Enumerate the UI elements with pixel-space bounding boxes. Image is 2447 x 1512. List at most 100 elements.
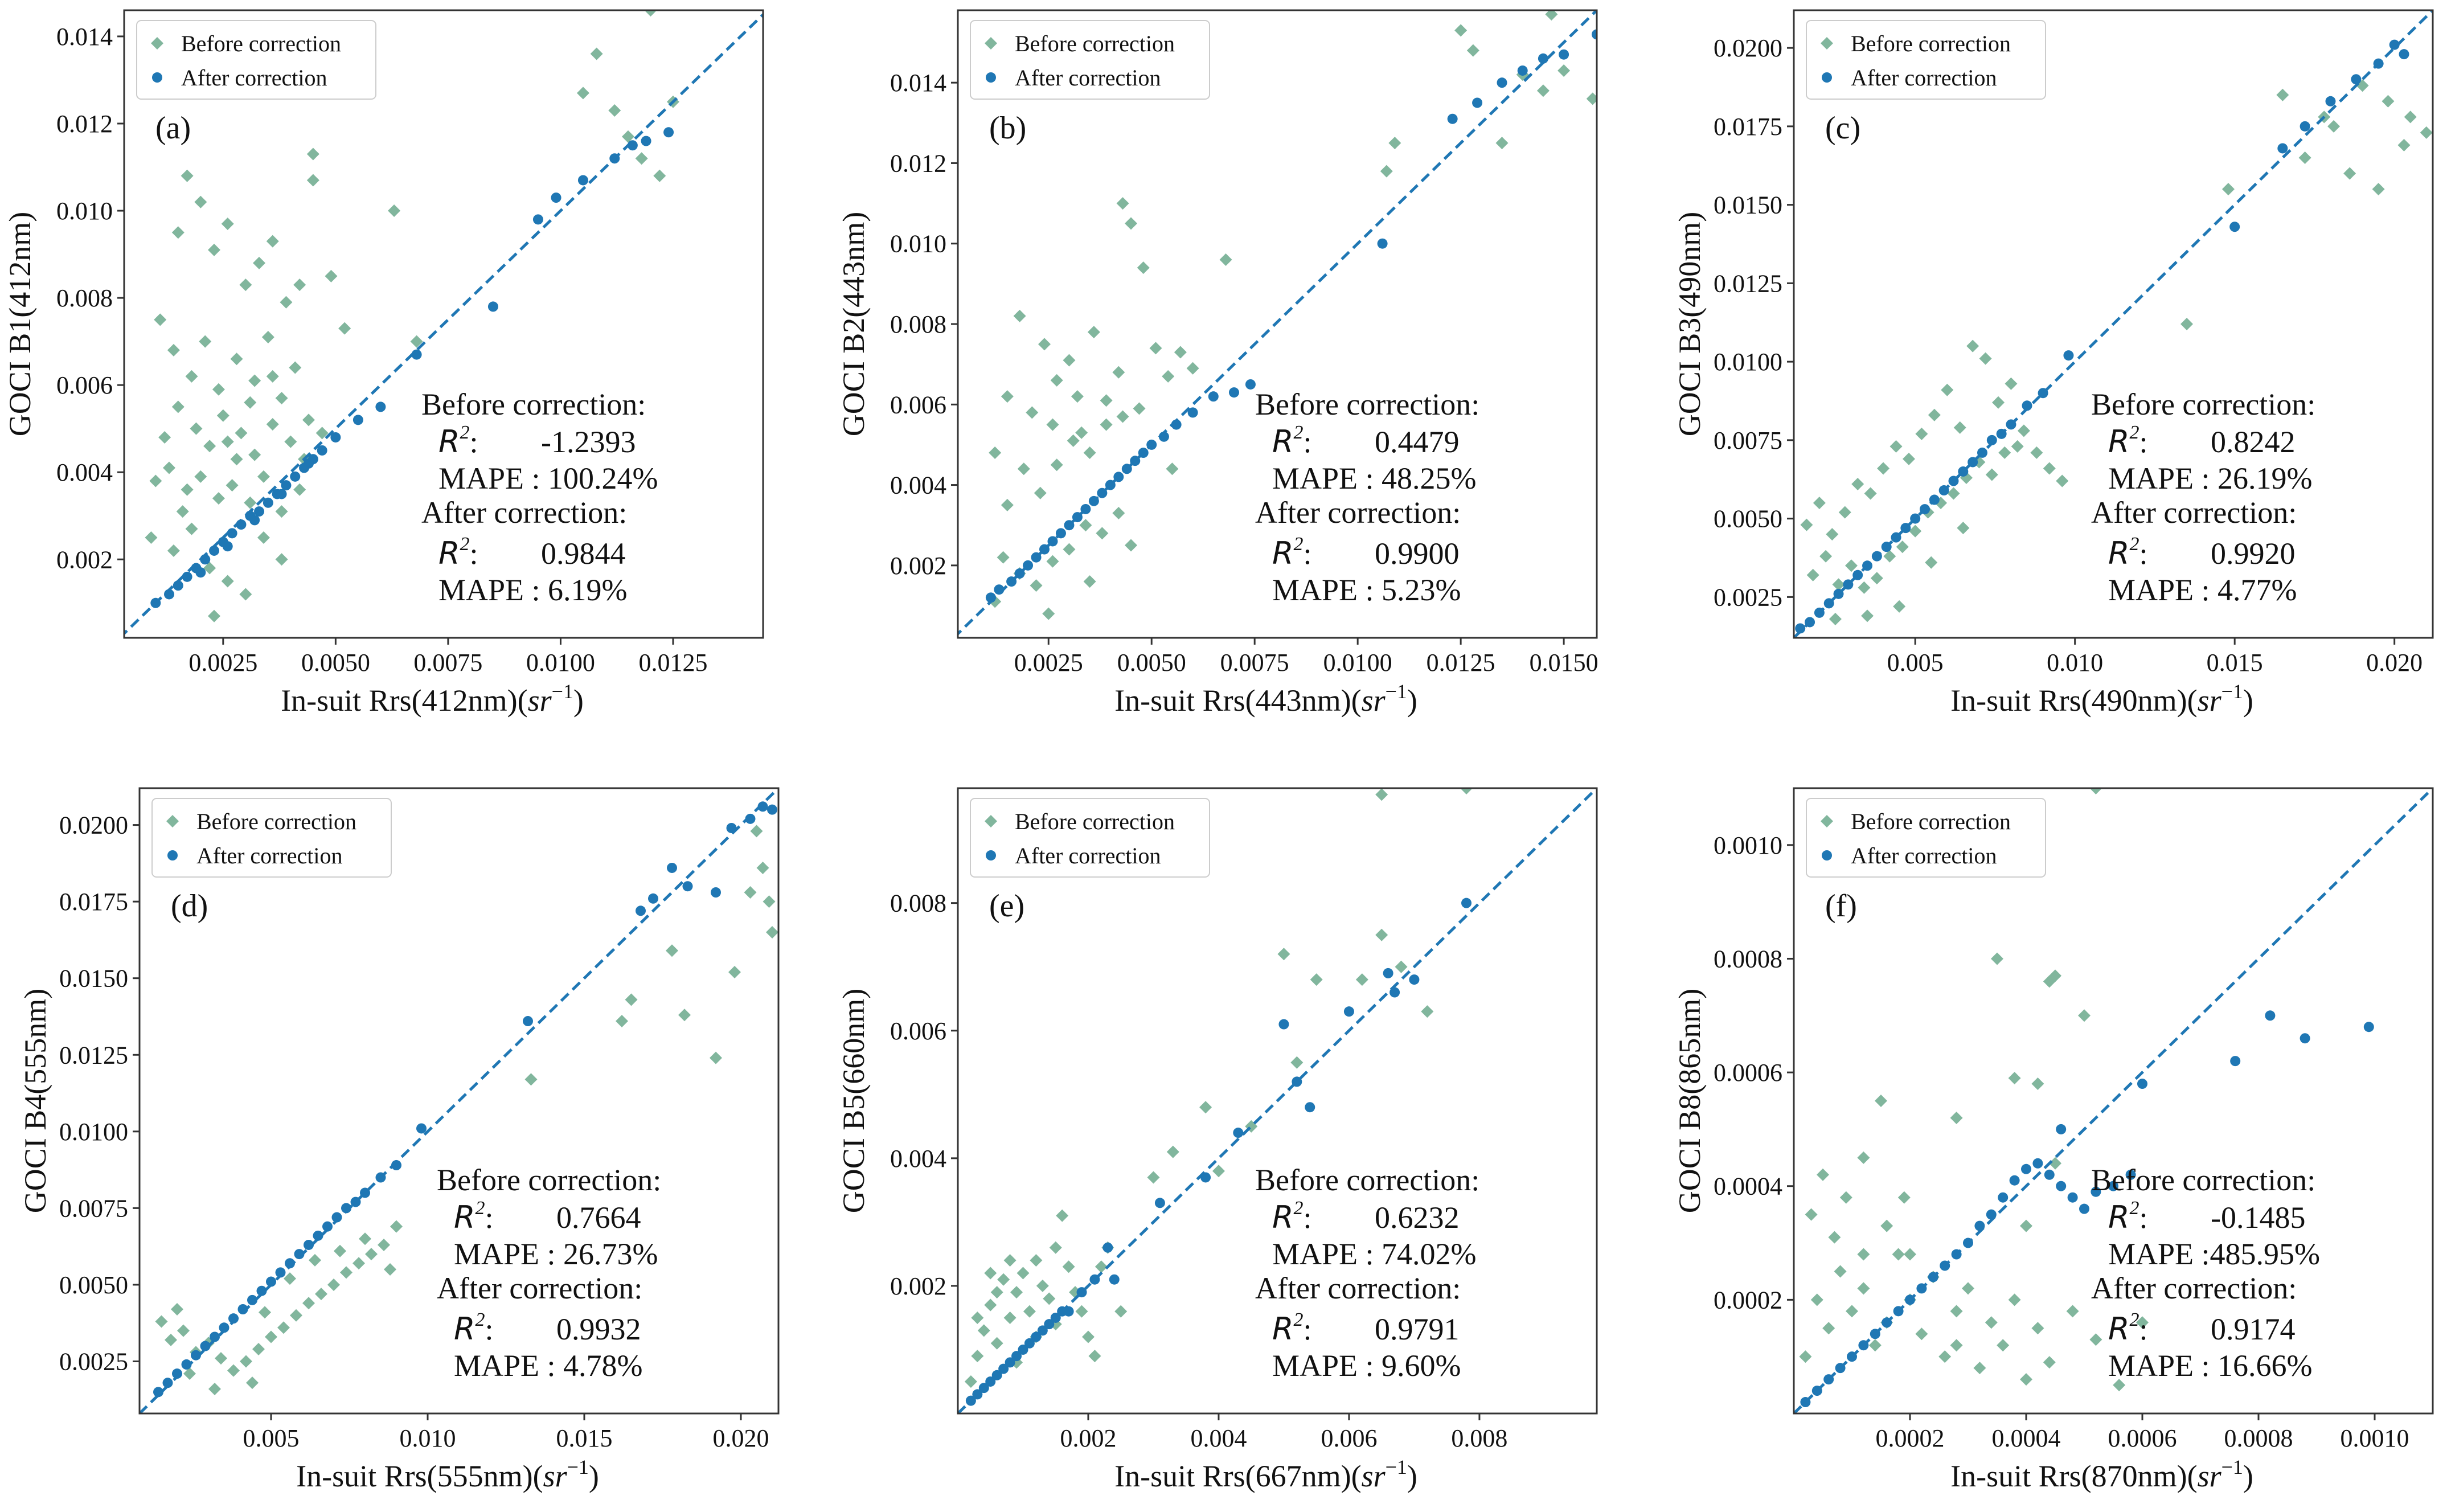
before-r2-value: 0.8242 <box>2211 425 2296 459</box>
before-point <box>590 47 603 60</box>
panel-c: 0.005 0.010 0.015 0.020 0.0025 0.0050 0.0075 0.… <box>1673 9 2434 718</box>
before-title: Before correction: <box>2091 1163 2315 1197</box>
after-point <box>330 432 341 442</box>
axes-frame <box>1793 787 2434 1415</box>
before-title: Before correction: <box>421 387 646 421</box>
before-point <box>1799 1350 1812 1363</box>
before-point <box>246 1376 259 1390</box>
after-point <box>1592 29 1597 40</box>
before-point <box>253 256 266 269</box>
before-point <box>212 383 225 396</box>
before-point <box>971 1311 984 1324</box>
panel-label: (f) <box>1825 888 1857 924</box>
before-point <box>2056 474 2069 487</box>
before-point <box>1063 543 1076 556</box>
before-point <box>2221 183 2235 196</box>
after-point <box>2032 1158 2043 1169</box>
legend: Before correction After correction <box>151 798 392 878</box>
before-point <box>2005 377 2018 390</box>
legend-before-marker <box>1821 37 1833 50</box>
before-point <box>666 944 678 957</box>
before-point <box>1979 352 1992 365</box>
x-tick-label: 0.0075 <box>1220 649 1289 677</box>
after-point <box>2079 1203 2089 1214</box>
after-r2-value: 0.9174 <box>2211 1312 2296 1346</box>
x-tick-label: 0.0025 <box>1014 649 1083 677</box>
before-point <box>2020 1219 2032 1232</box>
y-tick-label: 0.0200 <box>1714 34 1782 62</box>
before-point <box>203 562 216 575</box>
after-title: After correction: <box>2091 495 2297 530</box>
y-tick-label: 0.0125 <box>1714 269 1782 297</box>
after-point <box>173 580 183 591</box>
after-point <box>1208 391 1219 402</box>
before-point <box>1096 527 1109 540</box>
before-point <box>185 522 198 535</box>
before-point <box>163 461 176 474</box>
panel-label: (a) <box>155 110 191 146</box>
x-tick-label: 0.005 <box>243 1424 300 1452</box>
after-point <box>2300 1033 2310 1044</box>
y-tick-label: 0.006 <box>890 1017 946 1045</box>
legend-before-label: Before correction <box>1851 809 2011 834</box>
y-tick-label: 0.0175 <box>1714 113 1782 141</box>
y-tick-label: 0.0025 <box>1714 583 1782 611</box>
before-point <box>1915 427 1928 440</box>
before-point <box>280 296 293 309</box>
after-point <box>285 1258 295 1269</box>
after-point <box>322 1221 333 1232</box>
one-to-one-line <box>140 788 778 1413</box>
before-point <box>1063 354 1076 367</box>
before-mape: MAPE : 26.19% <box>2108 461 2313 495</box>
before-point <box>1950 1305 1963 1318</box>
x-tick-label: 0.004 <box>1190 1424 1247 1452</box>
before-title: Before correction: <box>1255 387 1479 421</box>
before-point <box>1083 575 1096 588</box>
before-point <box>1001 390 1014 403</box>
before-point <box>340 1266 353 1279</box>
after-point <box>200 1341 211 1351</box>
after-r2-label: R2: <box>2108 1309 2148 1347</box>
before-point <box>1454 24 1468 37</box>
before-point <box>176 505 189 518</box>
x-tick-label: 0.002 <box>1060 1424 1116 1452</box>
legend: Before correction After correction <box>1806 798 2046 878</box>
before-point <box>1046 418 1059 431</box>
after-point <box>1102 1242 1113 1253</box>
before-point <box>290 1309 302 1322</box>
before-point <box>235 427 248 440</box>
before-point <box>327 1278 340 1291</box>
after-point <box>391 1160 401 1171</box>
x-tick-label: 0.020 <box>713 1424 769 1452</box>
before-point <box>1355 973 1368 986</box>
after-point <box>210 1331 220 1342</box>
before-point <box>266 235 279 248</box>
before-mape: MAPE : 74.02% <box>1272 1237 1477 1271</box>
after-point <box>523 1016 533 1027</box>
y-tick-label: 0.002 <box>890 552 946 580</box>
axes-frame <box>138 787 780 1415</box>
y-tick-label: 0.0150 <box>1714 191 1782 219</box>
before-point <box>1813 497 1826 510</box>
before-point <box>1199 1101 1212 1114</box>
x-tick-label: 0.010 <box>400 1424 456 1452</box>
after-point <box>2137 1079 2147 1089</box>
after-point <box>303 458 314 469</box>
y-tick-label: 0.0200 <box>59 812 128 839</box>
after-point <box>2230 1056 2241 1067</box>
legend-after-label: After correction <box>181 65 327 91</box>
after-point <box>281 480 292 491</box>
before-point <box>1042 607 1055 620</box>
before-point <box>167 544 180 557</box>
before-point <box>154 313 167 326</box>
after-point <box>237 1304 248 1314</box>
before-point <box>293 278 306 292</box>
after-point <box>219 1322 229 1333</box>
after-point <box>757 801 768 812</box>
before-point <box>239 588 252 601</box>
after-r2-value: 0.9791 <box>1375 1312 1460 1346</box>
legend-before-marker <box>1821 815 1833 827</box>
y-tick-label: 0.0075 <box>1714 427 1782 454</box>
